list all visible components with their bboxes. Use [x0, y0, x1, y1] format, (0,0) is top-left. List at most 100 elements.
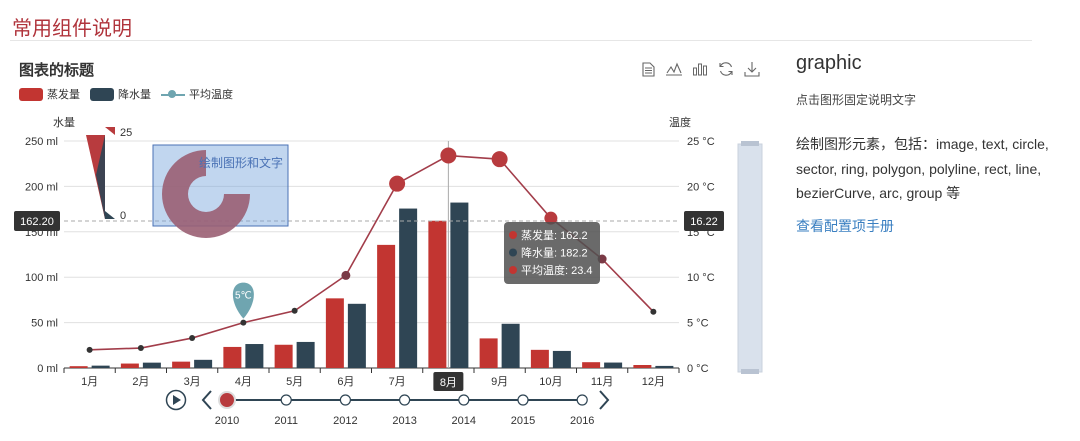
bar-precipitation [91, 365, 110, 368]
x-tick-label: 3月 [184, 376, 201, 388]
chart-legend: 蒸发量 降水量 平均温度 [19, 86, 243, 102]
bar-precipitation [347, 303, 366, 368]
timeline-label: 2016 [570, 415, 594, 427]
bar-precipitation [245, 344, 264, 368]
timeline-label: 2012 [333, 415, 357, 427]
y-left-tick-label: 100 ml [25, 272, 58, 284]
timeline-current [218, 391, 236, 409]
bar-precipitation [655, 365, 674, 368]
temperature-point [341, 270, 351, 280]
tooltip-item: 平均温度: 23.4 [521, 263, 593, 277]
y-left-tick-label: 0 ml [37, 363, 58, 375]
timeline-node [458, 394, 470, 406]
legend-item-temperature[interactable]: 平均温度 [161, 86, 233, 102]
temperature-point [440, 147, 457, 164]
graphic-sector [162, 150, 250, 238]
x-tick-label: 6月 [337, 376, 354, 388]
bar-evaporation [377, 244, 396, 368]
axis-pointer-right-box [684, 211, 724, 231]
data-view-icon[interactable] [640, 60, 656, 78]
legend-item-evaporation[interactable]: 蒸发量 [19, 86, 80, 102]
visualmap-bar [86, 135, 105, 219]
x-tick-label: 11月 [591, 376, 613, 388]
visualmap-handle-bottom [105, 211, 115, 219]
bar-precipitation [194, 359, 213, 368]
bar-evaporation [223, 346, 242, 368]
y-right-tick-label: 25 °C [687, 136, 715, 148]
timeline-next-icon[interactable] [599, 390, 610, 410]
legend-label-precipitation: 降水量 [118, 89, 151, 101]
bar-evaporation [274, 344, 293, 368]
tooltip-marker [509, 231, 517, 239]
visualmap-min-label: 0 [120, 210, 126, 222]
graphic-text: 绘制图形和文字 [199, 155, 283, 170]
temperature-point [189, 335, 196, 342]
bar-precipitation [296, 341, 315, 368]
bar-evaporation [428, 220, 447, 368]
bar-evaporation [325, 298, 344, 368]
x-tick-label: 4月 [235, 376, 252, 388]
bar-evaporation [633, 365, 652, 368]
x-tick-label: 10月 [539, 376, 562, 388]
timeline-label: 2010 [215, 415, 239, 427]
y-right-tick-label: 10 °C [687, 272, 715, 284]
bar-chart-icon[interactable] [692, 60, 708, 78]
legend-swatch-precipitation [90, 87, 114, 101]
temperature-point [137, 345, 144, 352]
bar-precipitation [399, 208, 418, 368]
temperature-point [240, 319, 247, 326]
bar-evaporation [582, 362, 601, 368]
temperature-point [389, 175, 406, 192]
bar-evaporation [69, 366, 88, 368]
y-right-axis-name: 温度 [669, 115, 691, 129]
timeline-node [339, 394, 351, 406]
line-chart-icon[interactable] [666, 60, 682, 78]
legend-label-temperature: 平均温度 [189, 89, 233, 101]
tooltip-marker [509, 248, 517, 257]
play-button[interactable] [165, 389, 187, 411]
legend-item-precipitation[interactable]: 降水量 [90, 86, 151, 102]
tooltip-marker [509, 266, 517, 274]
y-left-axis-name: 水量 [53, 116, 75, 129]
y-right-tick-label: 0 °C [687, 363, 709, 375]
timeline-node [280, 394, 292, 406]
markpoint-pin [232, 282, 254, 319]
y-right-tick-label: 5 °C [687, 318, 709, 330]
x-tick-label: 9月 [491, 376, 508, 388]
chart-title: 图表的标题 [19, 62, 95, 79]
side-panel: graphic 点击图形固定说明文字 绘制图形元素，包括：image, text… [796, 52, 1066, 236]
markpoint-label: 5℃ [235, 291, 252, 302]
side-title: graphic [796, 52, 862, 74]
x-tick-label: 7月 [389, 376, 406, 388]
x-tick-label: 5月 [286, 376, 303, 388]
x-tick-label: 1月 [81, 376, 98, 388]
timeline-node [576, 394, 588, 406]
timeline-prev-icon[interactable] [201, 390, 212, 410]
x-tick-label: 2月 [132, 376, 149, 388]
bar-precipitation [501, 323, 520, 368]
chart-toolbox [640, 60, 760, 78]
restore-icon[interactable] [718, 60, 734, 78]
download-icon[interactable] [744, 60, 760, 78]
side-description: 绘制图形元素，包括：image, text, circle, sector, r… [796, 136, 1049, 201]
axis-pointer-x-box [433, 372, 464, 391]
legend-label-evaporation: 蒸发量 [47, 89, 80, 101]
temperature-point [86, 346, 93, 353]
datazoom-slider [737, 143, 763, 373]
y-right-tick-label: 20 °C [687, 181, 715, 193]
datazoom-handle-bottom [741, 369, 759, 374]
legend-swatch-temperature [161, 88, 185, 101]
timeline-label: 2014 [452, 415, 476, 427]
bar-evaporation [479, 338, 498, 368]
timeline-node [399, 394, 411, 406]
tooltip-box [504, 222, 600, 284]
axis-pointer-left-label: 162.20 [20, 216, 54, 228]
tooltip-item: 降水量: 182.2 [521, 246, 588, 260]
temperature-point [491, 151, 508, 168]
visualmap-max-label: 25 [120, 127, 132, 139]
axis-pointer-right-label: 16.22 [690, 216, 718, 228]
timeline-label: 2015 [511, 415, 535, 427]
page-title: 常用组件说明 [12, 18, 132, 40]
config-manual-link[interactable]: 查看配置项手册 [796, 217, 894, 234]
bar-evaporation [172, 361, 191, 368]
